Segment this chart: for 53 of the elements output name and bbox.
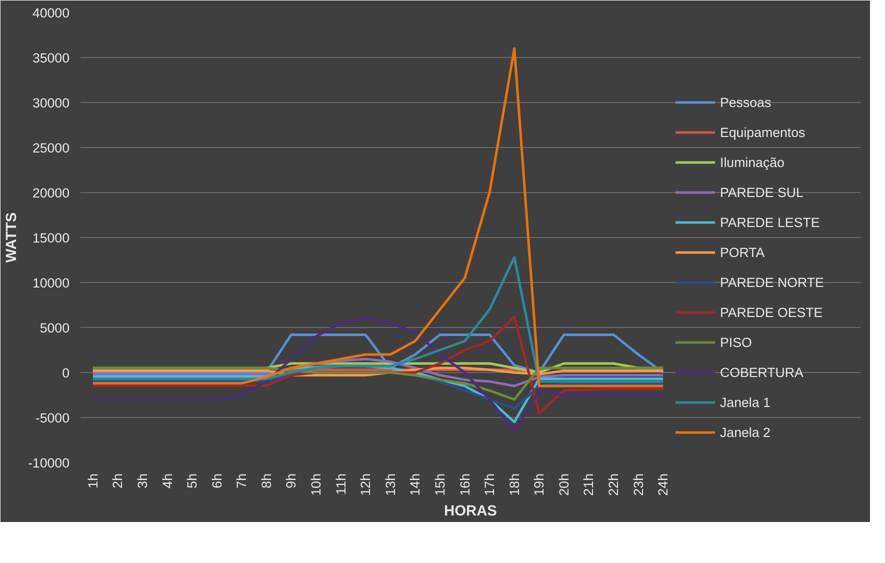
y-tick-label: 5000 [40, 320, 70, 336]
x-tick-label: 16h [457, 473, 472, 496]
x-tick-label: 9h [284, 473, 299, 488]
legend-label: Pessoas [720, 94, 772, 110]
x-tick-label: 20h [556, 473, 572, 496]
legend-label: PISO [720, 334, 752, 350]
x-tick-label: 24h [656, 473, 671, 496]
line-series [92, 317, 664, 432]
x-tick-label: 10h [308, 473, 324, 496]
legend-label: PAREDE NORTE [720, 274, 824, 290]
x-tick-label: 4h [160, 473, 175, 488]
legend-label: PAREDE SUL [720, 184, 804, 200]
x-tick-label: 3h [134, 473, 150, 488]
x-tick-label: 14h [408, 473, 423, 496]
y-tick-label: -10000 [28, 456, 70, 470]
x-tick-label: 15h [432, 473, 448, 496]
y-tick-label: 30000 [32, 96, 70, 110]
y-tick-label: 20000 [32, 186, 70, 200]
legend-label: PAREDE OESTE [720, 304, 823, 320]
x-tick-label: 17h [482, 473, 498, 496]
x-axis-title: HORAS [444, 504, 498, 520]
y-tick-label: -5000 [35, 410, 70, 426]
legend-label: PAREDE LESTE [720, 214, 820, 230]
y-tick-label: 15000 [32, 230, 70, 246]
x-tick-label: 18h [506, 473, 522, 496]
legend-label: Janela 1 [720, 394, 770, 410]
x-tick-label: 5h [184, 473, 200, 488]
x-tick-label: 6h [209, 473, 224, 488]
x-tick-label: 7h [234, 473, 250, 488]
y-tick-label: 0 [62, 366, 70, 380]
legend-label: COBERTURA [720, 364, 804, 380]
legend-label: PORTA [720, 244, 765, 260]
legend-label: Equipamentos [720, 124, 806, 140]
y-tick-label: 25000 [32, 140, 70, 156]
x-tick-label: 21h [581, 473, 596, 496]
y-tick-label: 40000 [32, 6, 70, 20]
line-series [92, 366, 664, 401]
line-series [92, 47, 664, 388]
y-tick-label: 35000 [32, 50, 70, 66]
x-tick-label: 22h [606, 473, 622, 496]
x-tick-label: 11h [333, 474, 348, 495]
x-tick-label: 8h [258, 473, 274, 488]
x-tick-label: 19h [532, 473, 547, 496]
x-tick-label: 13h [382, 473, 398, 496]
legend-label: Janela 2 [720, 424, 770, 440]
y-axis-title: WATTS [4, 212, 20, 263]
x-tick-label: 23h [630, 473, 646, 496]
line-series [92, 256, 664, 383]
x-tick-label: 2h [110, 473, 126, 488]
x-tick-label: 12h [358, 473, 374, 496]
legend-label: Iluminação [720, 154, 784, 170]
x-tick-label: 1h [85, 473, 100, 488]
y-tick-label: 10000 [32, 276, 70, 290]
